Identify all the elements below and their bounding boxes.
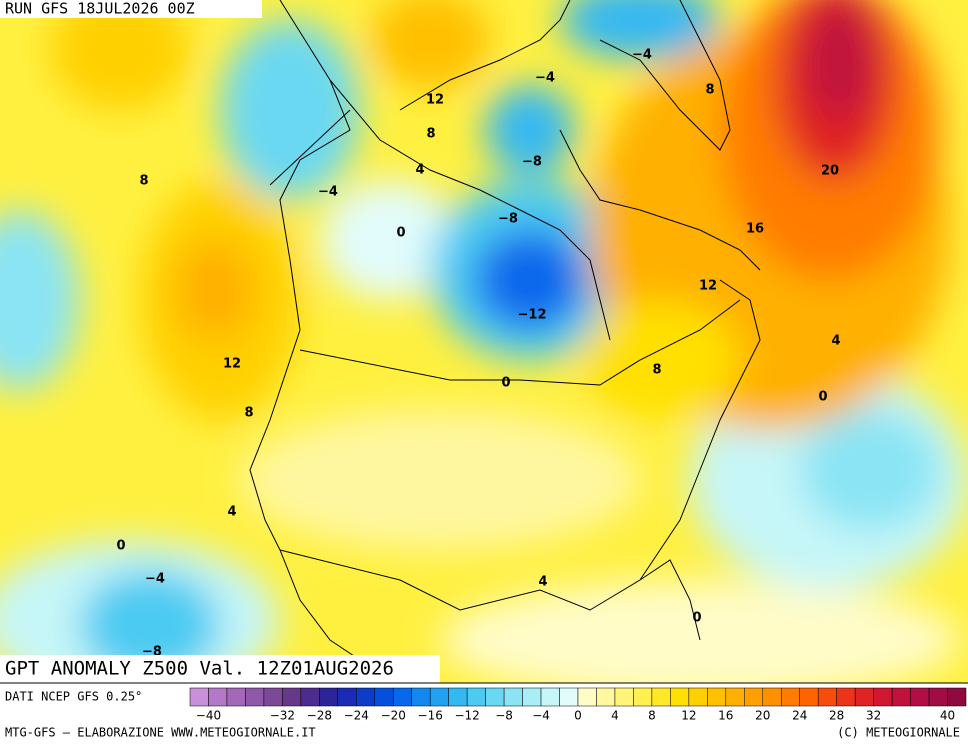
contour-label: 0: [396, 226, 405, 241]
contour-label: 4: [538, 575, 547, 590]
colorbar-swatch: [836, 687, 856, 707]
colorbar-tick-label: −40: [196, 709, 221, 723]
contour-label: 8: [244, 406, 253, 421]
contour-label: 16: [746, 222, 764, 237]
colorbar-tick-label: −28: [307, 709, 332, 723]
contour-label: 4: [831, 334, 840, 349]
contour-label: −4: [145, 572, 165, 587]
colorbar-swatch: [226, 687, 246, 707]
colorbar-tick-label: −4: [532, 709, 550, 723]
colorbar-swatch: [263, 687, 283, 707]
colorbar-swatch: [670, 687, 690, 707]
colorbar-swatch: [522, 687, 542, 707]
contour-label: 8: [139, 174, 148, 189]
colorbar-tick-label: −8: [495, 709, 513, 723]
colorbar-swatch: [873, 687, 893, 707]
contour-label: 8: [652, 363, 661, 378]
contour-label: 12: [426, 93, 444, 108]
colorbar-swatch: [725, 687, 745, 707]
contour-label: 4: [415, 163, 424, 178]
colorbar-swatch: [928, 687, 948, 707]
contour-label: 4: [227, 505, 236, 520]
colorbar-swatch: [189, 687, 209, 707]
contour-label: −4: [632, 48, 652, 63]
colorbar-swatch: [780, 687, 800, 707]
colorbar-swatch: [688, 687, 708, 707]
colorbar-swatch: [356, 687, 376, 707]
colorbar-tick-label: 28: [829, 709, 844, 723]
colorbar-tick-label: 16: [718, 709, 733, 723]
contour-label: 0: [116, 539, 125, 554]
colorbar-swatch: [707, 687, 727, 707]
coastlines: [249, 0, 761, 661]
colorbar-swatch: [799, 687, 819, 707]
run-box: [0, 0, 262, 18]
footer-left: MTG-GFS — ELABORAZIONE WWW.METEOGIORNALE…: [5, 726, 316, 740]
contour-label: −12: [518, 308, 547, 323]
colorbar-swatch: [540, 687, 560, 707]
contour-label: 0: [692, 611, 701, 626]
colorbar-swatch: [910, 687, 930, 707]
title-box: [0, 655, 440, 683]
contour-label: 8: [426, 127, 435, 142]
colorbar-tick-label: 32: [866, 709, 881, 723]
footer-right: (C) METEOGIORNALE: [837, 726, 960, 740]
colorbar-swatch: [245, 687, 265, 707]
colorbar: −40 −32 −28 −24 −20 −16 −12 −8 −4 0 4 8 12 16 20 24 28 32…: [189, 687, 967, 723]
colorbar-swatch: [208, 687, 228, 707]
colorbar-swatch: [762, 687, 782, 707]
colorbar-tick-label: 0: [574, 709, 582, 723]
colorbar-swatch: [891, 687, 911, 707]
colorbar-swatch: [651, 687, 671, 707]
colorbar-tick-label: −24: [344, 709, 369, 723]
run-label: RUN GFS 18JUL2026 00Z: [5, 0, 195, 18]
colorbar-tick-label: −12: [454, 709, 479, 723]
colorbar-tick-label: 12: [681, 709, 696, 723]
colorbar-swatch: [817, 687, 837, 707]
colorbar-tick-label: −16: [418, 709, 443, 723]
colorbar-swatch: [854, 687, 874, 707]
colorbar-swatch: [392, 687, 412, 707]
map-title: GPT ANOMALY Z500 Val. 12Z01AUG2026: [5, 658, 394, 680]
colorbar-tick-label: 20: [755, 709, 770, 723]
colorbar-tick-label: 8: [648, 709, 656, 723]
contour-label: 0: [501, 376, 510, 391]
contour-label: 12: [699, 279, 717, 294]
contour-label: 0: [818, 390, 827, 405]
colorbar-swatch: [633, 687, 653, 707]
colorbar-swatch: [429, 687, 449, 707]
colorbar-tick-label: −20: [381, 709, 406, 723]
colorbar-swatch: [466, 687, 486, 707]
contour-label: −4: [535, 71, 555, 86]
colorbar-tick-label: 24: [792, 709, 807, 723]
colorbar-swatch: [503, 687, 523, 707]
data-source: DATI NCEP GFS 0.25°: [5, 690, 142, 704]
colorbar-swatch: [614, 687, 634, 707]
colorbar-swatch: [374, 687, 394, 707]
colorbar-swatch: [282, 687, 302, 707]
colorbar-swatch: [577, 687, 597, 707]
contour-label: 12: [223, 357, 241, 372]
colorbar-tick-label: 4: [611, 709, 619, 723]
colorbar-tick-label: −32: [270, 709, 295, 723]
contour-label: 8: [705, 83, 714, 98]
colorbar-swatch: [485, 687, 505, 707]
colorbar-swatch: [744, 687, 764, 707]
colorbar-swatch: [596, 687, 616, 707]
colorbar-swatch: [300, 687, 320, 707]
contour-label: −4: [318, 185, 338, 200]
colorbar-swatch: [559, 687, 579, 707]
contour-label: −8: [522, 155, 542, 170]
colorbar-swatch: [947, 687, 967, 707]
colorbar-tick-label: 40: [940, 709, 955, 723]
colorbar-swatch: [448, 687, 468, 707]
colorbar-swatch: [319, 687, 339, 707]
colorbar-swatch: [337, 687, 357, 707]
contour-label: 20: [821, 164, 839, 179]
colorbar-swatch: [411, 687, 431, 707]
contour-label: −8: [498, 212, 518, 227]
